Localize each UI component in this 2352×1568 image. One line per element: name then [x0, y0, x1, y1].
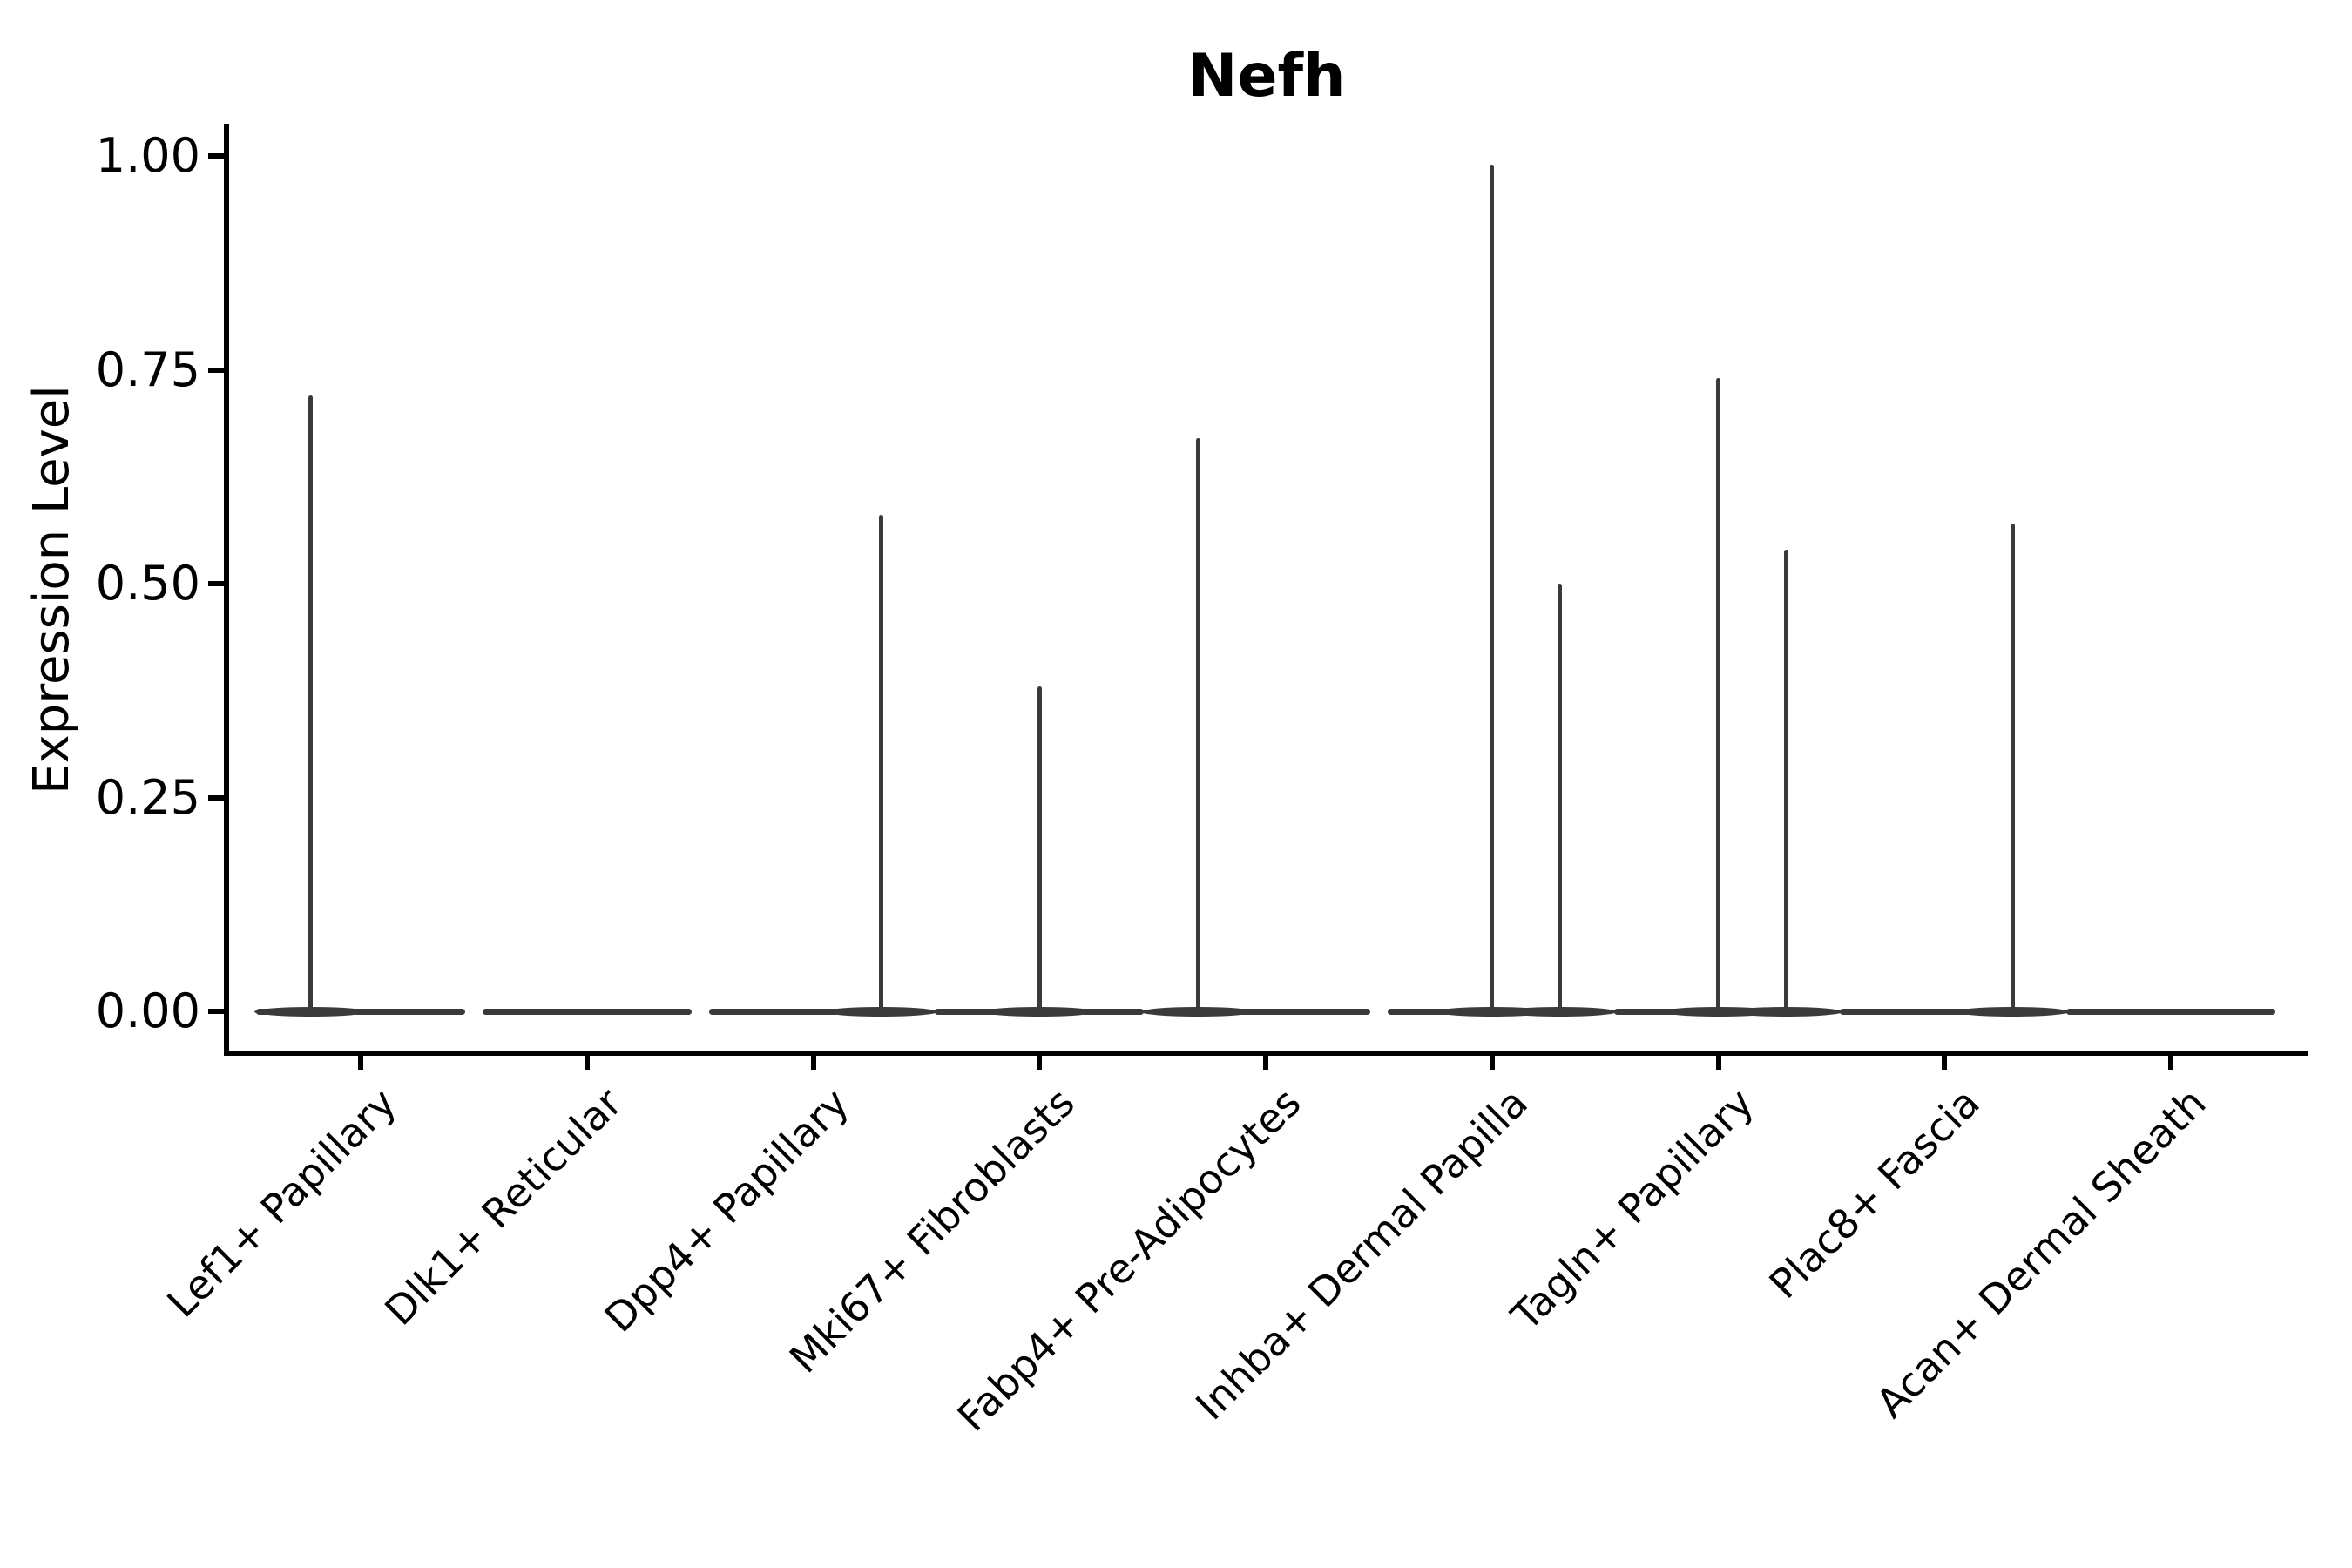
x-axis-spine — [224, 1051, 2308, 1056]
x-tick-mark — [584, 1056, 590, 1070]
violin-base-bulge — [1661, 1006, 1775, 1017]
y-tick-mark — [208, 1009, 224, 1014]
y-tick-label: 0.50 — [95, 556, 200, 611]
x-tick-mark — [358, 1056, 363, 1070]
violin-base-bulge — [1956, 1006, 2070, 1017]
expression-spike — [1195, 438, 1200, 1011]
violin-bar — [1840, 1008, 2050, 1015]
expression-spike — [1558, 584, 1563, 1011]
y-tick-mark — [208, 794, 224, 801]
y-tick-label: 0.75 — [95, 341, 200, 397]
x-tick-label: Tagln+ Papillary — [1502, 1078, 1763, 1340]
violin-bar — [2066, 1008, 2275, 1015]
chart-title: Nefh — [1187, 42, 1346, 111]
expression-spike — [1037, 686, 1042, 1011]
y-tick-mark — [208, 581, 224, 586]
violin-base-bulge — [1729, 1006, 1843, 1017]
expression-spike — [308, 395, 314, 1011]
violin-base-bulge — [983, 1006, 1097, 1017]
violin-base-bulge — [1141, 1006, 1255, 1017]
x-tick-mark — [1037, 1056, 1043, 1070]
y-tick-label: 0.00 — [95, 983, 200, 1038]
violin-bar — [482, 1008, 692, 1015]
violin-base-bulge — [253, 1006, 368, 1017]
y-tick-mark — [208, 153, 224, 159]
x-tick-label: Lef1+ Papillary — [157, 1078, 405, 1327]
x-tick-mark — [1489, 1056, 1495, 1070]
x-tick-label: Dlk1+ Reticular — [375, 1078, 632, 1335]
expression-spike — [1716, 378, 1720, 1011]
x-tick-mark — [1715, 1056, 1721, 1070]
violin-base-bulge — [1503, 1006, 1617, 1017]
x-tick-mark — [2168, 1056, 2173, 1070]
x-tick-label: Plac8+ Fascia — [1760, 1078, 1990, 1308]
y-tick-label: 0.25 — [95, 769, 200, 825]
expression-spike — [878, 515, 883, 1011]
y-axis-spine — [224, 124, 229, 1056]
violin-base-bulge — [1435, 1006, 1549, 1017]
x-tick-mark — [1942, 1056, 1948, 1070]
y-tick-label: 1.00 — [95, 128, 200, 183]
violin-bar — [708, 1008, 918, 1015]
x-tick-label: Dpp4+ Papillary — [595, 1078, 858, 1342]
x-tick-mark — [1263, 1056, 1268, 1070]
expression-spike — [1490, 164, 1495, 1011]
expression-spike — [1783, 549, 1788, 1011]
violin-bar — [1161, 1008, 1370, 1015]
y-tick-mark — [208, 367, 224, 373]
expression-spike — [2010, 524, 2015, 1011]
x-tick-mark — [810, 1056, 816, 1070]
violin-base-bulge — [824, 1006, 938, 1017]
